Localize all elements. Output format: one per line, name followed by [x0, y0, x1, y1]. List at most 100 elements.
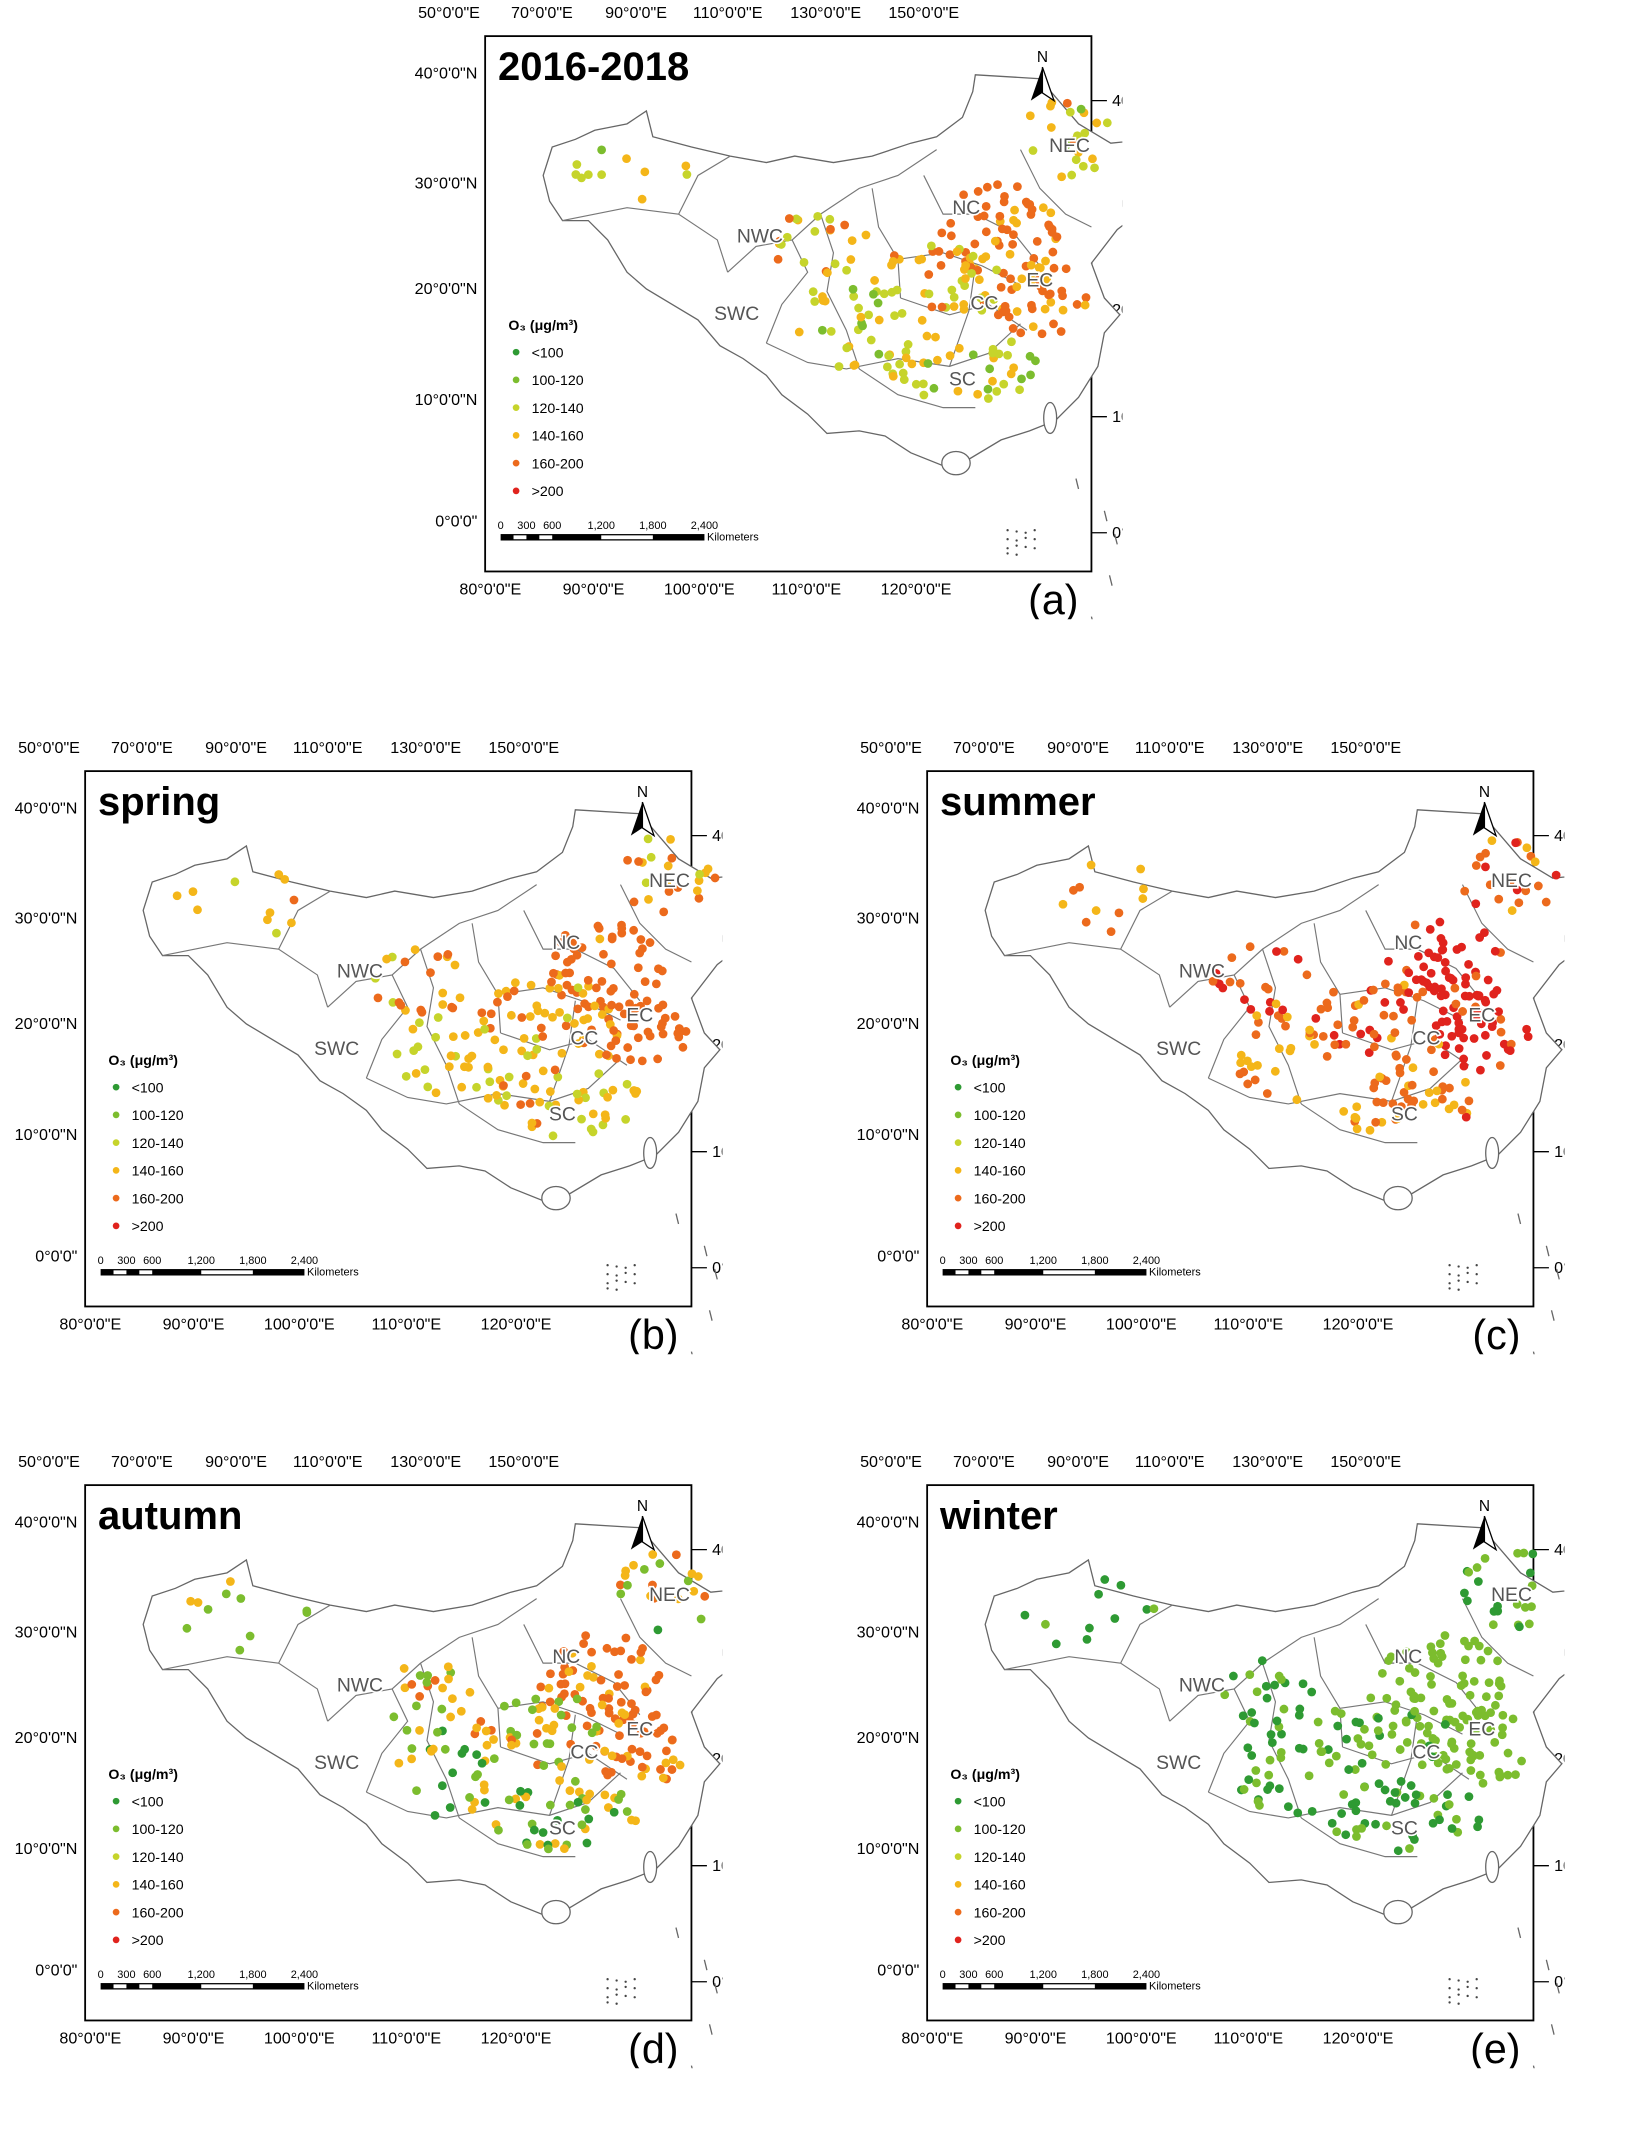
right-lat-label: 0°0'0" — [1554, 1973, 1564, 1991]
station-marker — [573, 1004, 583, 1014]
station-marker — [577, 1820, 587, 1830]
top-lon-label: 110°0'0"E — [293, 1453, 363, 1471]
station-marker — [1116, 1580, 1126, 1590]
reef-dot — [1006, 547, 1009, 550]
station-marker — [1427, 1752, 1437, 1762]
hainan-island — [541, 1185, 571, 1211]
station-marker — [626, 1021, 636, 1031]
station-marker — [1253, 1797, 1263, 1806]
station-marker — [1463, 1596, 1472, 1606]
scale-segment — [1043, 1984, 1095, 1989]
station-marker — [610, 1647, 619, 1657]
station-marker — [914, 255, 924, 265]
station-marker — [937, 302, 947, 312]
station-marker — [1029, 254, 1039, 263]
station-marker — [678, 1042, 688, 1052]
station-marker — [1378, 1098, 1388, 1108]
station-marker — [544, 1683, 554, 1693]
station-marker — [1012, 282, 1022, 292]
scale-tick: 1,200 — [188, 1969, 215, 1981]
station-marker — [1461, 1077, 1470, 1087]
station-marker — [1480, 1030, 1490, 1040]
station-marker — [1272, 947, 1281, 956]
station-marker — [287, 918, 296, 928]
reef-dot — [1015, 539, 1018, 542]
station-marker — [1286, 1043, 1296, 1053]
station-marker — [1370, 1078, 1380, 1088]
scale-tick: 1,800 — [639, 520, 666, 532]
station-marker — [1236, 1058, 1245, 1068]
station-marker — [1044, 290, 1053, 300]
station-marker — [1323, 1003, 1333, 1013]
reef-dot — [606, 1264, 609, 1267]
station-marker — [1490, 1700, 1500, 1710]
legend-swatch — [112, 1111, 120, 1119]
scale-tick: 2,400 — [1133, 1255, 1160, 1267]
station-marker — [1252, 1778, 1261, 1788]
station-marker — [1390, 1028, 1400, 1037]
station-marker — [663, 861, 673, 871]
station-marker — [411, 1068, 421, 1078]
station-marker — [1017, 374, 1026, 384]
reef-dot — [1448, 1282, 1451, 1285]
station-marker — [438, 1683, 447, 1693]
station-marker — [666, 834, 675, 844]
top-lon-label: 110°0'0"E — [1135, 1453, 1205, 1471]
station-marker — [604, 1693, 614, 1703]
station-marker — [1274, 1044, 1284, 1053]
station-marker — [597, 1700, 607, 1710]
station-marker — [1393, 1846, 1403, 1856]
station-marker — [1250, 1718, 1259, 1728]
station-marker — [606, 1767, 616, 1777]
panel-e: 50°0'0"E 70°0'0"E 90°0'0"E 110°0'0"E 130°0'0… — [842, 1449, 1617, 2113]
station-marker — [933, 355, 942, 365]
station-marker — [1040, 304, 1050, 314]
station-marker — [1314, 1738, 1324, 1748]
station-marker — [1352, 1124, 1362, 1134]
left-lat-label: 40°0'0"N — [15, 1514, 78, 1532]
station-marker — [1474, 991, 1484, 1000]
station-marker — [946, 231, 956, 241]
map-panel-b: 50°0'0"E 70°0'0"E 90°0'0"E 110°0'0"E 130°0'0… — [15, 739, 775, 1399]
station-marker — [1471, 899, 1481, 909]
island-mark — [1545, 1959, 1550, 1971]
panel-letter: (b) — [628, 1312, 678, 1354]
station-marker — [1461, 1112, 1471, 1122]
station-marker — [1418, 987, 1428, 997]
island-mark — [703, 1959, 708, 1971]
station-marker — [561, 968, 571, 978]
taiwan-island — [1043, 401, 1058, 435]
station-marker — [577, 943, 587, 952]
station-marker — [1441, 966, 1450, 976]
station-marker — [1395, 1745, 1405, 1754]
taiwan-island — [1485, 1850, 1500, 1884]
station-marker — [1371, 1117, 1381, 1127]
station-marker — [1424, 1088, 1434, 1097]
station-marker — [1454, 1024, 1464, 1034]
station-marker — [1417, 1760, 1427, 1770]
station-marker — [1503, 1770, 1513, 1780]
reef-dot — [615, 1979, 618, 1982]
legend: O₃ (μg/m³) <100 100-120 120-140 140-160 160-2… — [508, 318, 583, 500]
station-marker — [1454, 1044, 1464, 1053]
station-marker — [1351, 1806, 1361, 1816]
island-mark — [1532, 2065, 1537, 2077]
station-marker — [657, 966, 667, 976]
right-lat-label: 10°0'0"N — [712, 1143, 722, 1161]
station-marker — [1337, 1809, 1347, 1818]
station-marker — [1460, 1636, 1469, 1646]
legend-swatch — [954, 1853, 962, 1860]
reef-dot — [1006, 538, 1009, 541]
top-lon-label: 70°0'0"E — [511, 4, 573, 22]
province-border — [278, 890, 331, 950]
station-marker — [1369, 1042, 1379, 1052]
reef-dot — [1457, 1993, 1460, 1996]
reef-dot — [606, 1996, 609, 1999]
station-marker — [1339, 1107, 1349, 1116]
legend: O₃ (μg/m³) <100 100-120 120-140 140-160 160-2… — [950, 1767, 1025, 1949]
station-marker — [861, 230, 871, 240]
station-marker — [1225, 977, 1235, 987]
station-marker — [623, 855, 632, 865]
station-marker — [446, 1051, 456, 1061]
region-label: NC — [1394, 932, 1422, 954]
